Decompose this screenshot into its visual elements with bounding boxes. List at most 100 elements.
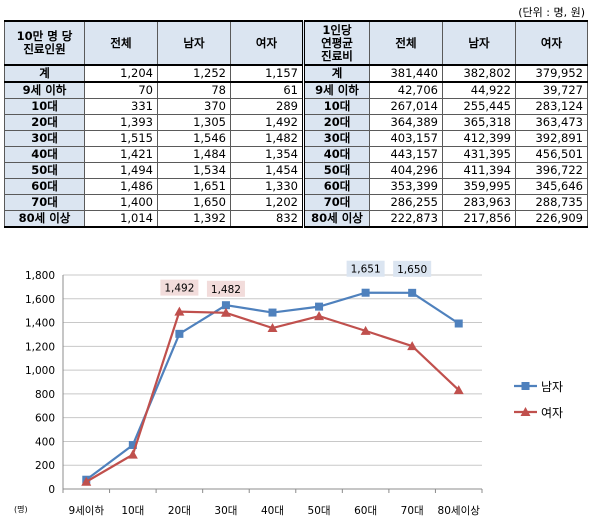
cell-female-cost: 283,124 xyxy=(515,98,588,115)
cell-male-cost: 412,399 xyxy=(442,130,516,147)
data-point-triangle xyxy=(127,449,138,459)
cell-total-cost: 403,157 xyxy=(369,130,443,147)
legend-label: 남자 xyxy=(541,380,563,394)
cell-female: 832 xyxy=(230,210,304,228)
cell-female-cost: 226,909 xyxy=(515,210,588,228)
cell-female-cost: 379,952 xyxy=(515,64,588,83)
data-point-square xyxy=(361,288,370,297)
header-female: 여자 xyxy=(230,20,304,66)
annotation-box xyxy=(346,260,385,277)
x-tick-label: 70대 xyxy=(401,505,424,517)
cell-female: 1,492 xyxy=(230,114,304,131)
cell-male: 1,392 xyxy=(157,210,231,228)
row-label: 40대 xyxy=(4,146,85,163)
y-tick-label: 1,800 xyxy=(25,270,55,282)
x-tick-label: 50대 xyxy=(308,505,331,517)
x-tick-label: 80세이상 xyxy=(438,505,481,517)
data-point-triangle xyxy=(360,325,371,335)
row-label: 50대 xyxy=(302,162,370,179)
cell-female: 1,354 xyxy=(230,146,304,163)
cell-male-cost: 283,963 xyxy=(442,194,516,211)
cell-total-cost: 267,014 xyxy=(369,98,443,115)
x-tick-label: 30대 xyxy=(214,505,237,517)
cell-total: 1,400 xyxy=(84,194,158,211)
cell-total: 331 xyxy=(84,98,158,115)
data-point-square xyxy=(268,308,277,317)
row-label: 9세 이하 xyxy=(302,81,370,99)
row-label: 10대 xyxy=(4,98,85,115)
row-label: 50대 xyxy=(4,162,85,179)
cell-total-cost: 381,440 xyxy=(369,64,443,83)
cell-male: 1,534 xyxy=(157,162,231,179)
data-point-square xyxy=(128,441,137,450)
cell-female-cost: 456,501 xyxy=(515,146,588,163)
cell-male-cost: 382,802 xyxy=(442,64,516,83)
header-total: 전체 xyxy=(369,20,443,66)
data-point-triangle xyxy=(81,476,92,486)
cell-female-cost: 345,646 xyxy=(515,178,588,195)
cell-female: 1,454 xyxy=(230,162,304,179)
cell-female-cost: 392,891 xyxy=(515,130,588,147)
data-point-triangle xyxy=(407,341,418,351)
cell-male: 370 xyxy=(157,98,231,115)
table-row: 30대 1,515 1,546 1,482 30대 403,157 412,399 392,8… xyxy=(4,130,588,147)
data-point-triangle xyxy=(314,311,325,321)
row-label: 계 xyxy=(302,64,370,83)
table-row: 계 1,204 1,252 1,157 계 381,440 382,802 379,952 xyxy=(4,64,588,83)
legend-marker-triangle xyxy=(520,407,531,416)
cell-male: 78 xyxy=(157,81,231,99)
cell-male-cost: 431,395 xyxy=(442,146,516,163)
cell-male: 1,305 xyxy=(157,114,231,131)
x-tick-label: 10대 xyxy=(121,505,144,517)
row-label: 20대 xyxy=(302,114,370,131)
cell-male-cost: 411,394 xyxy=(442,162,516,179)
cell-female: 61 xyxy=(230,81,304,99)
row-label: 계 xyxy=(4,64,85,83)
data-point-triangle xyxy=(267,323,278,333)
row-label: 40대 xyxy=(302,146,370,163)
y-tick-label: 200 xyxy=(35,460,55,472)
series-line-female xyxy=(85,310,460,483)
data-label: 1,650 xyxy=(397,264,427,276)
annotation-box xyxy=(160,279,199,296)
table-row: 50대 1,494 1,534 1,454 50대 404,296 411,394 396,7… xyxy=(4,162,588,179)
header-cost-per-person: 1인당 연평균 진료비 xyxy=(302,20,370,66)
x-tick-label: 9세이하 xyxy=(68,504,104,517)
table-row: 20대 1,393 1,305 1,492 20대 364,389 365,318 363,4… xyxy=(4,114,588,131)
y-tick-label: 1,600 xyxy=(25,294,55,306)
cell-female: 289 xyxy=(230,98,304,115)
header-male: 남자 xyxy=(442,20,516,66)
row-label: 80세 이상 xyxy=(302,210,370,228)
cell-male-cost: 217,856 xyxy=(442,210,516,228)
header-male: 남자 xyxy=(157,20,231,66)
y-tick-label: 400 xyxy=(35,436,55,448)
legend-label: 여자 xyxy=(541,406,563,420)
cell-total: 1,486 xyxy=(84,178,158,195)
y-tick-label: 1,400 xyxy=(25,318,55,330)
cell-male: 1,484 xyxy=(157,146,231,163)
table-row: 70대 1,400 1,650 1,202 70대 286,255 283,963 288,7… xyxy=(4,194,588,211)
x-tick-label: 60대 xyxy=(354,505,377,517)
y-tick-label: 0 xyxy=(48,484,55,496)
table-row: 40대 1,421 1,484 1,354 40대 443,157 431,395 456,5… xyxy=(4,146,588,163)
line-chart: 0 200 400 600 800 1,000 1,200 1,400 1,600 1,800 9세… xyxy=(14,260,563,517)
table-row: 9세 이하 70 78 61 9세 이하 42,706 44,922 39,727 xyxy=(4,81,588,99)
cell-total-cost: 443,157 xyxy=(369,146,443,163)
data-label: 1,482 xyxy=(211,284,241,296)
data-label: 1,651 xyxy=(351,264,381,276)
row-label: 60대 xyxy=(4,178,85,195)
annotation-box xyxy=(393,260,432,277)
y-axis-label: (명) xyxy=(14,504,28,514)
data-point-square xyxy=(454,319,463,328)
table-row: 60대 1,486 1,651 1,330 60대 353,399 359,995 345,6… xyxy=(4,178,588,195)
data-point-triangle xyxy=(220,307,231,317)
row-label: 70대 xyxy=(4,194,85,211)
cell-female-cost: 39,727 xyxy=(515,81,588,99)
row-label: 10대 xyxy=(302,98,370,115)
x-tick-label: 40대 xyxy=(261,505,284,517)
y-tick-label: 600 xyxy=(35,413,55,425)
data-label: 1,492 xyxy=(164,283,194,295)
cell-total-cost: 364,389 xyxy=(369,114,443,131)
cell-total: 1,515 xyxy=(84,130,158,147)
row-label: 30대 xyxy=(4,130,85,147)
